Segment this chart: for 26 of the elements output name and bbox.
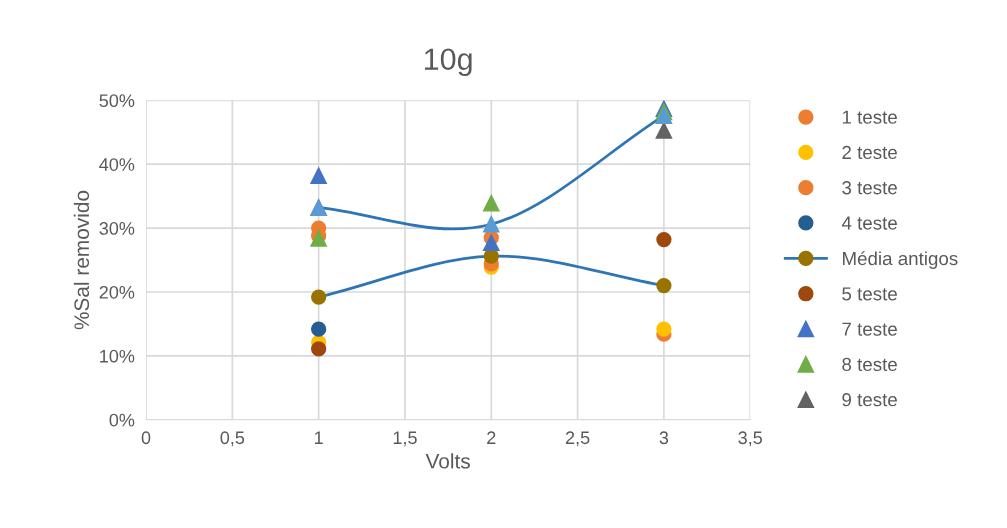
x-tick-label: 3 [659,431,669,445]
legend-label: 7 teste [842,322,897,336]
y-tick-label: 10% [100,349,135,363]
x-tick-label: 0,5 [220,431,245,447]
legend-label: 9 teste [842,393,897,407]
y-axis-title: %Sal removido [73,190,90,330]
legend-label: 2 teste [842,145,897,160]
y-tick-label: 40% [99,158,135,171]
legend-label: 8 teste [842,357,897,372]
chart-title: 10g [424,48,472,77]
x-tick-label: 2,5 [565,431,590,447]
x-tick-label: 2 [487,431,496,444]
y-tick-label: 30% [99,222,135,235]
legend-label: 3 teste [842,181,897,195]
y-tick-label: 50% [99,94,135,108]
x-axis-title: Volts [425,453,470,469]
legend-label: 1 teste [842,110,897,124]
x-tick-label: 0 [141,431,151,445]
legend-label: Média antigos [843,251,958,269]
y-tick-label: 0% [109,413,135,427]
legend-label: 4 teste [841,216,897,230]
x-tick-label: 1,5 [393,431,417,447]
x-tick-label: 1 [315,431,323,444]
x-tick-label: 3,5 [738,431,763,447]
legend-label: 5 teste [842,287,897,301]
y-tick-label: 20% [99,285,135,299]
